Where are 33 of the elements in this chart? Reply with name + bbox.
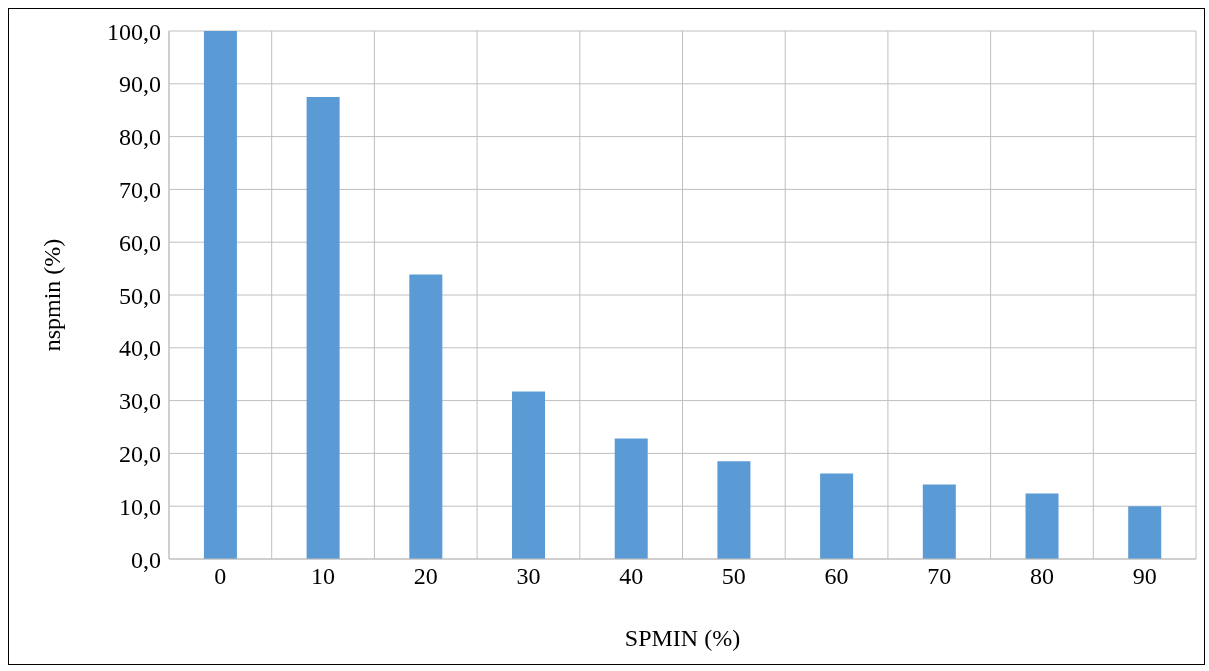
x-tick-label: 60 [824,563,849,590]
y-tick-label: 40,0 [119,335,161,362]
y-tick-label: 0,0 [131,546,161,573]
bar [512,391,546,559]
y-tick-label: 10,0 [119,493,161,520]
x-tick-label: 50 [721,563,746,590]
x-tick-label: 70 [927,563,952,590]
y-tick-label: 90,0 [119,71,161,98]
y-tick-label: 70,0 [119,176,161,203]
bar [717,461,751,559]
y-tick-label: 60,0 [119,229,161,256]
bar [409,274,443,559]
bar [820,473,854,559]
x-tick-label: 40 [619,563,644,590]
bar [1128,506,1162,559]
y-tick-label: 100,0 [107,18,161,45]
y-tick-label: 20,0 [119,440,161,467]
x-tick-label: 30 [516,563,541,590]
x-tick-label: 20 [413,563,438,590]
bar [1025,493,1059,559]
bar [614,438,648,559]
x-axis-title: SPMIN (%) [624,625,741,651]
y-tick-label: 30,0 [119,388,161,415]
x-tick-label: 90 [1132,563,1157,590]
bar [306,97,340,559]
x-tick-label: 10 [311,563,336,590]
y-tick-label: 50,0 [119,282,161,309]
bar [203,31,237,559]
y-tick-label: 80,0 [119,124,161,151]
y-axis-title: nspmin (%) [38,238,65,352]
x-tick-label: 80 [1029,563,1054,590]
bar [922,484,956,559]
x-tick-label: 0 [214,563,227,590]
